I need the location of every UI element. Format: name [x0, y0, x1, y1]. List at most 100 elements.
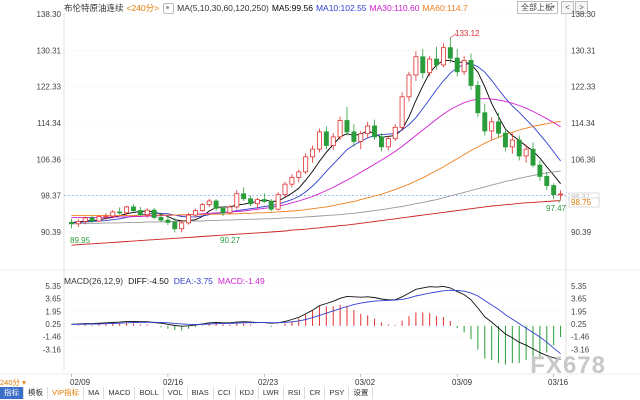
high-marker	[450, 33, 457, 38]
macd-tick-right: -3.16	[571, 345, 590, 354]
indicator-bias[interactable]: BIAS	[188, 387, 214, 399]
candle-body	[227, 206, 233, 214]
candle-body	[165, 219, 171, 223]
indicator-cr[interactable]: CR	[305, 387, 326, 399]
ma-line-ma60	[71, 120, 561, 217]
macd-title: MACD(26,12,9)	[64, 276, 124, 286]
price-tick-left: 138.30	[37, 10, 62, 19]
ma-line-ma10	[71, 63, 561, 224]
range-select[interactable]: 全部上板 ▾	[517, 1, 558, 14]
candle-body	[254, 199, 260, 205]
tab-indicators[interactable]: 指标	[0, 387, 24, 399]
candle-body	[89, 217, 95, 222]
candle-body	[316, 131, 322, 150]
low-marker	[558, 199, 561, 203]
candle-body	[385, 138, 391, 148]
indicator-rsi[interactable]: RSI	[284, 387, 306, 399]
period-tag[interactable]: <240分>	[126, 3, 160, 13]
candle-body	[310, 148, 316, 158]
tab-vip-indicators[interactable]: VIP指标	[48, 387, 85, 399]
price-tick-left: 98.37	[41, 192, 62, 201]
macd-tick-left: 0.25	[45, 320, 61, 329]
indicator-vol[interactable]: VOL	[164, 387, 188, 399]
macd-tick-left: 5.35	[45, 282, 61, 291]
candle-body	[241, 193, 247, 200]
early-low-annotation-2: 90.27	[220, 236, 241, 245]
candle-body	[461, 60, 467, 73]
x-label-1: 02/16	[163, 378, 184, 387]
indicator-cci[interactable]: CCI	[214, 387, 236, 399]
candle-body	[124, 206, 130, 214]
candle-body	[344, 120, 350, 133]
low-annotation: 97.47	[546, 204, 567, 213]
macd-tick-right: 3.65	[571, 295, 587, 304]
indicator-kdj[interactable]: KDJ	[236, 387, 259, 399]
candle-body	[337, 120, 343, 138]
grid	[0, 13, 640, 375]
candle-body	[496, 121, 502, 134]
candle-body	[96, 216, 102, 222]
current-price-tag	[568, 197, 600, 208]
next-button[interactable]: >	[575, 1, 588, 14]
indicator-ma[interactable]: MA	[84, 387, 105, 399]
candle-body	[323, 131, 329, 146]
candle-body	[268, 201, 274, 210]
macd-tick-left: -1.46	[43, 333, 62, 342]
candle-body	[110, 211, 116, 217]
price-tick-right: 138.30	[571, 10, 596, 19]
candle-body	[117, 211, 123, 214]
price-tick-left: 90.39	[41, 228, 62, 237]
candle-body	[482, 112, 488, 132]
chevron-down-icon: ▾	[551, 4, 555, 11]
period-selector[interactable]: 240分 ▾	[0, 378, 26, 387]
candle-body	[440, 47, 446, 66]
macd-tick-left: -3.16	[43, 345, 62, 354]
candle-body	[523, 148, 529, 157]
axes: 138.30 138.30 130.31 130.31 122.33 122.33 114.…	[37, 10, 596, 377]
candle-body	[199, 204, 205, 211]
price-tick-left: 106.36	[37, 155, 62, 164]
macd-diff: DIFF:-4.50	[128, 276, 169, 286]
candle-body	[489, 121, 495, 132]
candle-body	[434, 58, 440, 66]
candle-body	[530, 148, 536, 166]
candle-body	[516, 139, 522, 157]
candle-body	[413, 56, 419, 76]
indicator-toolbar: 指标 模板 VIP指标 MA MACD BOLL VOL BIAS CCI KD…	[0, 387, 640, 399]
x-label-4: 03/09	[452, 378, 473, 387]
candle-body	[427, 58, 433, 74]
candle-body	[220, 207, 226, 214]
x-label-0: 02/09	[70, 378, 91, 387]
ma-lines	[71, 59, 561, 246]
candle-body	[103, 215, 109, 218]
candle-body	[248, 198, 254, 205]
macd-tick-right: -1.46	[571, 333, 590, 342]
candle-body	[296, 171, 302, 178]
ma-params: MA(5,10,30,60,120,250)	[177, 3, 269, 13]
candle-body	[213, 200, 219, 209]
indicator-psy[interactable]: PSY	[325, 387, 350, 399]
candle-body	[406, 74, 412, 98]
candle-body	[454, 57, 460, 73]
candle-body	[502, 132, 508, 148]
candle-body	[558, 193, 564, 196]
prev-button[interactable]: <	[561, 1, 574, 14]
settings-button[interactable]: 设置	[349, 387, 374, 399]
ma60-value: MA60:114.7	[422, 3, 468, 13]
indicator-lwr[interactable]: LWR	[259, 387, 284, 399]
indicator-boll[interactable]: BOLL	[135, 387, 164, 399]
macd-tick-right: 0.25	[571, 320, 587, 329]
price-tick-right: 130.31	[571, 46, 596, 55]
tab-templates[interactable]: 模板	[24, 387, 48, 399]
candle-body	[392, 126, 398, 140]
indicator-macd[interactable]: MACD	[104, 387, 136, 399]
macd-dea: DEA:-3.75	[173, 276, 213, 286]
candle-body	[551, 185, 557, 196]
x-label-5: 03/16	[548, 378, 569, 387]
candle-body	[282, 183, 288, 196]
range-select-label: 全部上板	[521, 3, 553, 12]
macd-tick-left: 1.95	[45, 307, 61, 316]
candle-body	[303, 156, 309, 173]
